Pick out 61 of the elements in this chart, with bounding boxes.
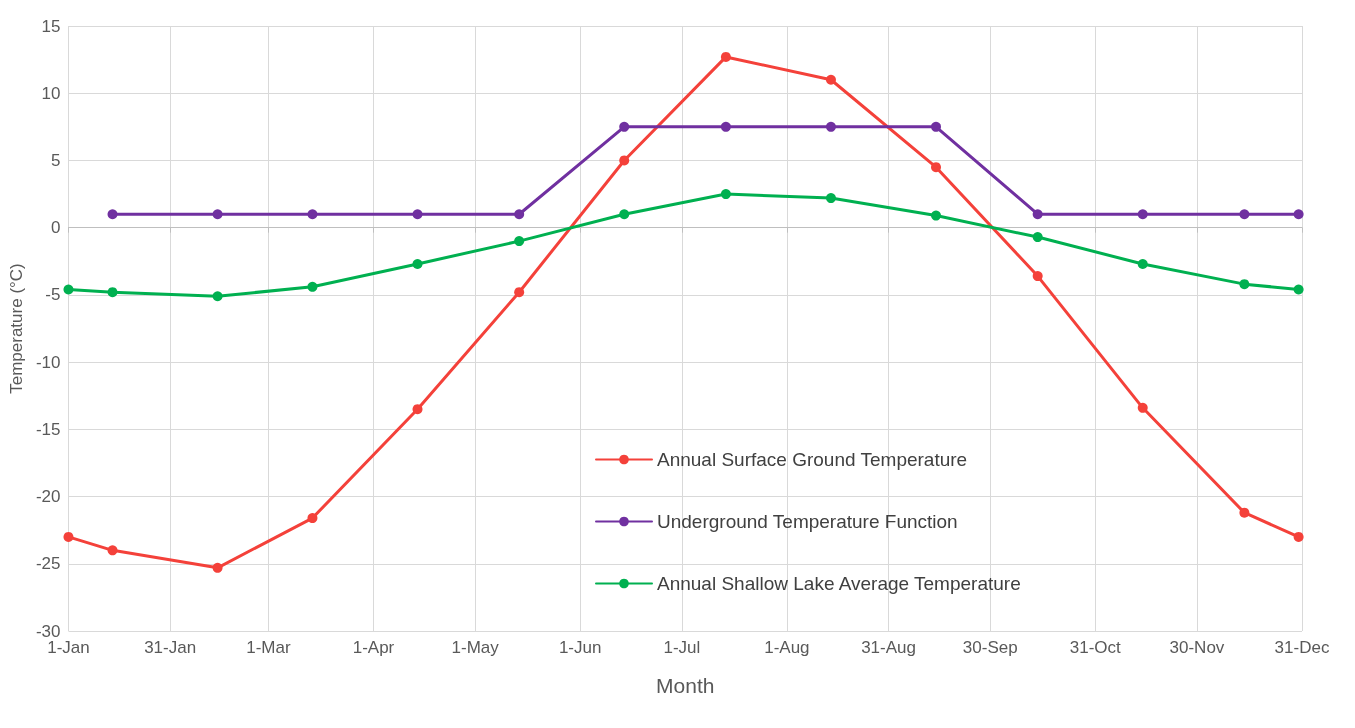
point xyxy=(825,74,836,85)
y-tick-label: -10 xyxy=(35,352,61,372)
x-tick-label: 1-Jul xyxy=(663,638,701,657)
x-tick-label: 1-Aug xyxy=(764,638,810,657)
point xyxy=(619,155,630,166)
point xyxy=(931,121,942,132)
point xyxy=(1293,531,1304,542)
point xyxy=(931,210,942,221)
point xyxy=(514,287,525,298)
point xyxy=(412,258,423,269)
point xyxy=(720,51,731,62)
point xyxy=(1293,284,1304,295)
point xyxy=(1137,402,1148,413)
y-tick-label: 5 xyxy=(51,150,61,170)
y-axis-title: Temperature (°C) xyxy=(7,263,26,394)
x-tick-label: 1-Apr xyxy=(352,638,395,657)
point xyxy=(412,404,423,415)
x-tick-label: 31-Jan xyxy=(144,638,197,657)
point xyxy=(1137,258,1148,269)
point xyxy=(1032,271,1043,282)
x-tick-label: 31-Aug xyxy=(861,638,916,657)
point xyxy=(307,281,318,292)
x-tick-label: 31-Oct xyxy=(1069,638,1122,657)
point xyxy=(307,209,318,220)
legend-label: Annual Shallow Lake Average Temperature xyxy=(657,573,1021,594)
point xyxy=(514,209,525,220)
y-tick-label: -25 xyxy=(35,554,61,574)
y-tick-label: 10 xyxy=(41,83,61,103)
point xyxy=(931,162,942,173)
legend-label: Underground Temperature Function xyxy=(657,511,958,532)
point xyxy=(307,513,318,524)
point xyxy=(720,121,731,132)
point xyxy=(1137,209,1148,220)
y-tick-label: 15 xyxy=(41,16,61,36)
y-tick-label: 0 xyxy=(51,218,61,238)
y-tick-label: -15 xyxy=(35,419,61,439)
legend-label: Annual Surface Ground Temperature xyxy=(657,449,968,470)
point xyxy=(619,209,630,220)
point xyxy=(619,121,630,132)
y-tick-label: -20 xyxy=(35,487,61,507)
x-tick-label: 1-May xyxy=(451,638,500,657)
x-tick-label: 1-Mar xyxy=(246,638,291,657)
x-tick-label: 1-Jan xyxy=(47,638,90,657)
y-tick-label: -30 xyxy=(35,621,61,641)
x-tick-label: 30-Nov xyxy=(1169,638,1225,657)
x-tick-label: 30-Sep xyxy=(962,638,1018,657)
x-axis-title: Month xyxy=(656,674,715,697)
point xyxy=(825,121,836,132)
point xyxy=(1032,232,1043,243)
x-tick-label: 1-Jun xyxy=(558,638,602,657)
point xyxy=(1239,507,1250,518)
x-tick-label: 31-Dec xyxy=(1274,638,1330,657)
point xyxy=(1293,209,1304,220)
point xyxy=(1239,279,1250,290)
point xyxy=(1239,209,1250,220)
point xyxy=(1032,209,1043,220)
point xyxy=(720,189,731,200)
point xyxy=(825,193,836,204)
point xyxy=(514,236,525,247)
point xyxy=(412,209,423,220)
y-tick-label: -5 xyxy=(45,285,61,305)
